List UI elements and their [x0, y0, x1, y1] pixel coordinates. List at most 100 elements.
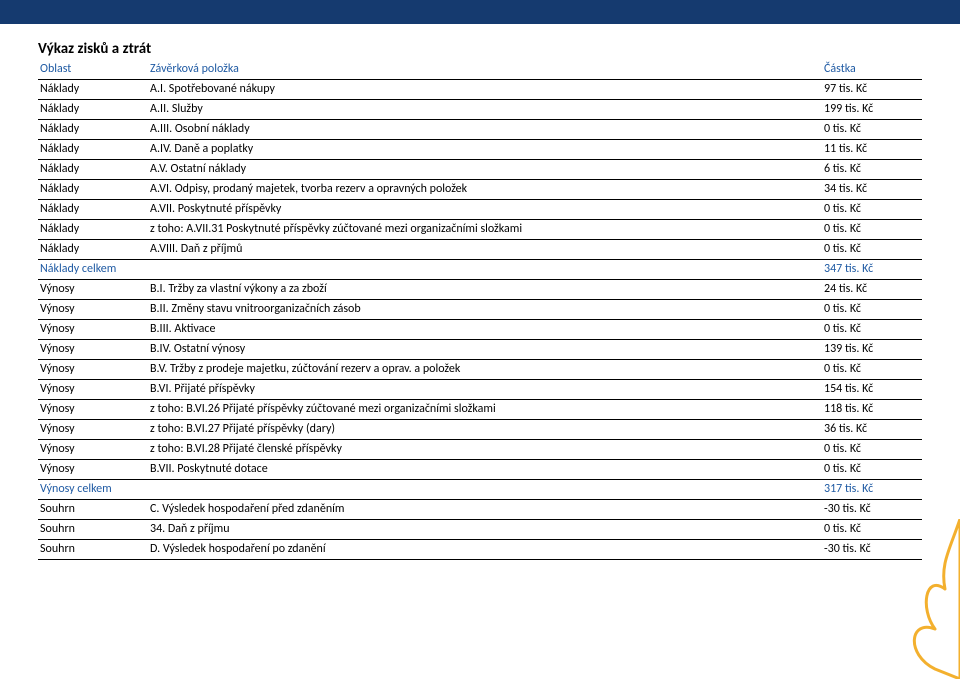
table-row: VýnosyB.II. Změny stavu vnitroorganizačn…: [38, 300, 922, 320]
page-title: Výkaz zisků a ztrát: [38, 40, 922, 58]
cell-polozka: A.VIII. Daň z příjmů: [148, 240, 822, 260]
table-row: Nákladyz toho: A.VII.31 Poskytnuté přísp…: [38, 220, 922, 240]
table-row: Výnosy celkem 317 tis. Kč: [38, 480, 922, 500]
header-oblast: Oblast: [38, 60, 148, 80]
cell-polozka: A.VI. Odpisy, prodaný majetek, tvorba re…: [148, 180, 822, 200]
table-row: VýnosyB.VI. Přijaté příspěvky154 tis. Kč: [38, 380, 922, 400]
table-row: VýnosyB.I. Tržby za vlastní výkony a za …: [38, 280, 922, 300]
cell-polozka: B.VII. Poskytnuté dotace: [148, 460, 822, 480]
cell-polozka: B.I. Tržby za vlastní výkony a za zboží: [148, 280, 822, 300]
cell-castka: 11 tis. Kč: [822, 140, 922, 160]
cell-polozka: z toho: B.VI.28 Přijaté členské příspěvk…: [148, 440, 822, 460]
cell-polozka: A.IV. Daně a poplatky: [148, 140, 822, 160]
table-row: NákladyA.IV. Daně a poplatky11 tis. Kč: [38, 140, 922, 160]
cell-oblast: Náklady: [38, 200, 148, 220]
table-row: Souhrn34. Daň z příjmu0 tis. Kč: [38, 520, 922, 540]
table-row: NákladyA.VII. Poskytnuté příspěvky0 tis.…: [38, 200, 922, 220]
table-row: Výnosyz toho: B.VI.28 Přijaté členské př…: [38, 440, 922, 460]
cell-polozka: 34. Daň z příjmu: [148, 520, 822, 540]
cell-oblast: Souhrn: [38, 540, 148, 560]
cell-oblast: Výnosy celkem: [38, 480, 148, 500]
table-row: VýnosyB.IV. Ostatní výnosy139 tis. Kč: [38, 340, 922, 360]
header-polozka: Závěrková položka: [148, 60, 822, 80]
cell-castka: 199 tis. Kč: [822, 100, 922, 120]
cell-castka: 34 tis. Kč: [822, 180, 922, 200]
cell-castka: 139 tis. Kč: [822, 340, 922, 360]
table-row: NákladyA.VI. Odpisy, prodaný majetek, tv…: [38, 180, 922, 200]
cell-polozka: [148, 480, 822, 500]
cell-polozka: D. Výsledek hospodaření po zdanění: [148, 540, 822, 560]
cell-castka: 36 tis. Kč: [822, 420, 922, 440]
cell-polozka: B.IV. Ostatní výnosy: [148, 340, 822, 360]
table-row: SouhrnD. Výsledek hospodaření po zdanění…: [38, 540, 922, 560]
cell-polozka: B.III. Aktivace: [148, 320, 822, 340]
cell-polozka: A.III. Osobní náklady: [148, 120, 822, 140]
table-row: NákladyA.II. Služby199 tis. Kč: [38, 100, 922, 120]
cell-oblast: Výnosy: [38, 440, 148, 460]
cell-castka: 0 tis. Kč: [822, 320, 922, 340]
cell-polozka: B.VI. Přijaté příspěvky: [148, 380, 822, 400]
cell-polozka: z toho: A.VII.31 Poskytnuté příspěvky zú…: [148, 220, 822, 240]
cell-polozka: [148, 260, 822, 280]
cell-oblast: Náklady: [38, 160, 148, 180]
top-band: [0, 0, 960, 24]
cell-oblast: Náklady celkem: [38, 260, 148, 280]
cell-castka: 154 tis. Kč: [822, 380, 922, 400]
table-row: NákladyA.V. Ostatní náklady6 tis. Kč: [38, 160, 922, 180]
table-row: SouhrnC. Výsledek hospodaření před zdaně…: [38, 500, 922, 520]
cell-oblast: Náklady: [38, 220, 148, 240]
cell-oblast: Výnosy: [38, 380, 148, 400]
cell-polozka: C. Výsledek hospodaření před zdaněním: [148, 500, 822, 520]
cell-castka: -30 tis. Kč: [822, 540, 922, 560]
cell-castka: 0 tis. Kč: [822, 520, 922, 540]
cell-castka: -30 tis. Kč: [822, 500, 922, 520]
cell-castka: 0 tis. Kč: [822, 200, 922, 220]
cell-oblast: Náklady: [38, 180, 148, 200]
profit-loss-table: Oblast Závěrková položka Částka NákladyA…: [38, 60, 922, 560]
cell-castka: 0 tis. Kč: [822, 440, 922, 460]
table-row: VýnosyB.V. Tržby z prodeje majetku, zúčt…: [38, 360, 922, 380]
cell-oblast: Výnosy: [38, 300, 148, 320]
cell-oblast: Výnosy: [38, 280, 148, 300]
cell-castka: 0 tis. Kč: [822, 460, 922, 480]
cell-polozka: A.V. Ostatní náklady: [148, 160, 822, 180]
table-row: NákladyA.VIII. Daň z příjmů0 tis. Kč: [38, 240, 922, 260]
cell-polozka: A.VII. Poskytnuté příspěvky: [148, 200, 822, 220]
cell-polozka: A.I. Spotřebované nákupy: [148, 80, 822, 100]
cell-oblast: Náklady: [38, 240, 148, 260]
cell-castka: 6 tis. Kč: [822, 160, 922, 180]
cell-polozka: B.II. Změny stavu vnitroorganizačních zá…: [148, 300, 822, 320]
table-row: Výnosyz toho: B.VI.26 Přijaté příspěvky …: [38, 400, 922, 420]
cell-oblast: Výnosy: [38, 420, 148, 440]
cell-castka: 347 tis. Kč: [822, 260, 922, 280]
cell-polozka: z toho: B.VI.26 Přijaté příspěvky zúčtov…: [148, 400, 822, 420]
cell-oblast: Souhrn: [38, 500, 148, 520]
cell-polozka: B.V. Tržby z prodeje majetku, zúčtování …: [148, 360, 822, 380]
table-header-row: Oblast Závěrková položka Částka: [38, 60, 922, 80]
cell-castka: 97 tis. Kč: [822, 80, 922, 100]
cell-castka: 118 tis. Kč: [822, 400, 922, 420]
page-content: Výkaz zisků a ztrát Oblast Závěrková pol…: [38, 40, 922, 560]
cell-castka: 0 tis. Kč: [822, 220, 922, 240]
cell-oblast: Výnosy: [38, 360, 148, 380]
table-row: NákladyA.III. Osobní náklady0 tis. Kč: [38, 120, 922, 140]
cell-oblast: Náklady: [38, 120, 148, 140]
table-row: Náklady celkem 347 tis. Kč: [38, 260, 922, 280]
cell-oblast: Výnosy: [38, 320, 148, 340]
table-row: VýnosyB.III. Aktivace0 tis. Kč: [38, 320, 922, 340]
cell-polozka: A.II. Služby: [148, 100, 822, 120]
cell-oblast: Souhrn: [38, 520, 148, 540]
cell-oblast: Náklady: [38, 100, 148, 120]
cell-oblast: Náklady: [38, 80, 148, 100]
cell-polozka: z toho: B.VI.27 Přijaté příspěvky (dary): [148, 420, 822, 440]
cell-castka: 0 tis. Kč: [822, 360, 922, 380]
table-row: Výnosyz toho: B.VI.27 Přijaté příspěvky …: [38, 420, 922, 440]
cell-castka: 317 tis. Kč: [822, 480, 922, 500]
cell-oblast: Výnosy: [38, 400, 148, 420]
header-castka: Částka: [822, 60, 922, 80]
cell-castka: 24 tis. Kč: [822, 280, 922, 300]
cell-oblast: Výnosy: [38, 460, 148, 480]
cell-castka: 0 tis. Kč: [822, 240, 922, 260]
cell-castka: 0 tis. Kč: [822, 120, 922, 140]
cell-oblast: Výnosy: [38, 340, 148, 360]
